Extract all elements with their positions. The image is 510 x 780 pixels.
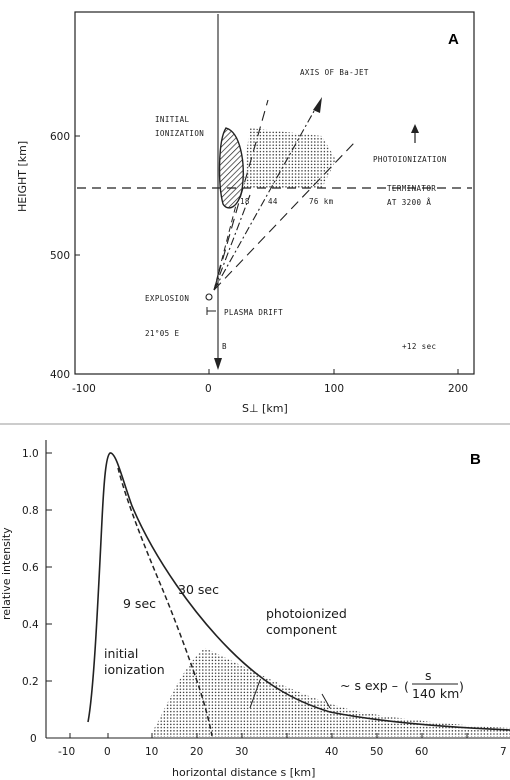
label-18: 18 (240, 197, 250, 206)
photo-arrow-head (411, 124, 419, 133)
panel-b-letter: B (470, 451, 481, 468)
b-ytick-0.6: 0.6 (22, 562, 39, 574)
label-b: B (222, 342, 227, 351)
b-xtick-20: 20 (190, 746, 203, 758)
label-terminator-2: AT 3200 Å (387, 198, 431, 207)
a-xtick-neg100: -100 (72, 383, 96, 395)
ray-76 (213, 142, 355, 291)
label-76: 76 km (309, 197, 334, 206)
photoionization-region (244, 128, 336, 188)
b-xlabel: horizontal distance s [km] (172, 766, 315, 779)
panel-a: A 600 500 400 HEIGHT [km] -100 0 100 200… (16, 11, 475, 415)
explosion-marker (205, 293, 213, 301)
a-xtick-200: 200 (448, 383, 468, 395)
b-ytick-1.0: 1.0 (22, 448, 39, 460)
a-ylabel: HEIGHT [km] (16, 141, 29, 212)
jet-axis-line (213, 103, 319, 291)
formula-paren-open: ( (404, 679, 409, 694)
initial-ionization-ellipse (218, 127, 244, 209)
a-ytick-600: 600 (50, 131, 70, 143)
ray-inner (213, 204, 237, 291)
label-axis-jet: AXIS OF Ba-JET (300, 68, 369, 77)
formula-paren-close: ) (459, 679, 464, 694)
label-initial-2: ionization (104, 662, 165, 677)
b-ylabel: relative intensity (0, 527, 13, 620)
pointer-formula (321, 693, 331, 709)
a-xlabel: S⊥ [km] (242, 402, 288, 415)
curve-9-sec (117, 467, 213, 737)
label-plasma-drift: PLASMA DRIFT (224, 308, 283, 317)
label-terminator-1: TERMINATOR (387, 184, 436, 193)
label-initial-2: IONIZATION (155, 129, 204, 138)
b-xtick-30: 30 (235, 746, 248, 758)
label-photoionization: PHOTOIONIZATION (373, 155, 447, 164)
b-xtick-7: 7 (500, 746, 507, 758)
formula-denominator: 140 km (412, 686, 459, 701)
formula-prefix: ~ s exp – (340, 678, 398, 693)
a-xtick-0: 0 (205, 383, 212, 395)
b-xtick-10: 10 (145, 746, 158, 758)
b-ytick-0.8: 0.8 (22, 505, 39, 517)
ray-18 (213, 99, 269, 291)
a-ytick-400: 400 (50, 369, 70, 381)
panel-a-letter: A (448, 31, 459, 48)
ray-44 (213, 194, 251, 291)
panel-b: B 1.0 0.8 0.6 0.4 0.2 0 relative intensi… (0, 440, 510, 779)
a-xtick-100: 100 (324, 383, 344, 395)
pointer-photoionized (249, 679, 261, 709)
b-xtick-40: 40 (325, 746, 338, 758)
label-longitude: 21°05 E (145, 329, 179, 338)
label-9-sec: 9 sec (123, 596, 156, 611)
jet-axis-arrow (313, 97, 322, 113)
b-ytick-0.4: 0.4 (22, 619, 39, 631)
field-arrow (214, 358, 222, 370)
b-xtick-0: 0 (104, 746, 111, 758)
formula-numerator: s (425, 668, 432, 683)
panel-a-frame (74, 11, 475, 375)
b-ytick-0.2: 0.2 (22, 676, 39, 688)
photoionized-component (152, 648, 510, 737)
b-xtick-neg10: -10 (58, 746, 75, 758)
label-photoionized-1: photoionized (266, 606, 347, 621)
b-xtick-50: 50 (370, 746, 383, 758)
b-xtick-60: 60 (415, 746, 428, 758)
a-ytick-500: 500 (50, 250, 70, 262)
label-photoionized-2: component (266, 622, 337, 637)
b-ytick-0: 0 (30, 733, 37, 745)
label-initial-1: initial (104, 646, 138, 661)
label-44: 44 (268, 197, 278, 206)
label-30-sec: 30 sec (178, 582, 219, 597)
curve-30-sec (87, 452, 510, 731)
label-initial-1: INITIAL (155, 115, 189, 124)
label-time: +12 sec (402, 342, 436, 351)
label-explosion: EXPLOSION (145, 294, 189, 303)
